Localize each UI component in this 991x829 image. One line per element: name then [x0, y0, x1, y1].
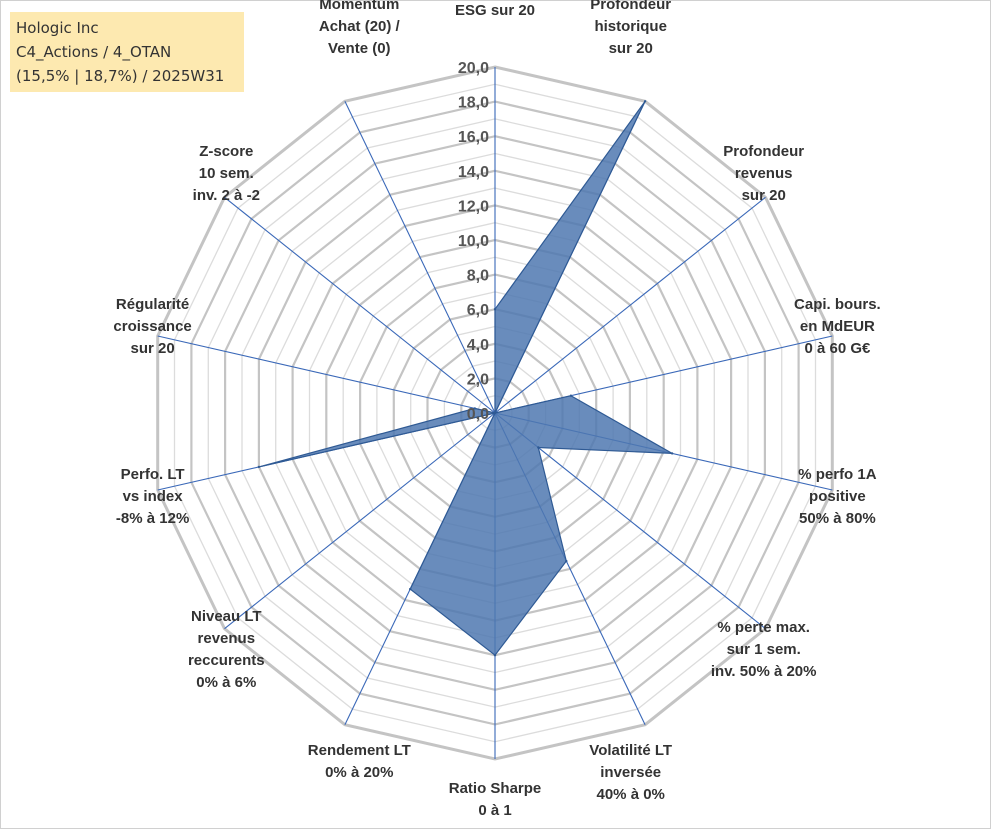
- category-label-line: 0 à 60 G€: [804, 340, 871, 357]
- radar-series: [257, 100, 674, 657]
- category-label: Profondeur historique sur 20: [590, 0, 671, 57]
- axis-spoke: [157, 335, 496, 414]
- category-label-line: 50% à 80%: [799, 510, 876, 527]
- tick-label: 0,0: [467, 406, 489, 423]
- category-label-line: Ratio Sharpe: [449, 780, 542, 797]
- category-label-line: revenus: [735, 165, 793, 182]
- category-label-line: positive: [809, 488, 866, 505]
- category-label-line: inv. 50% à 20%: [711, 663, 817, 680]
- data-point: [493, 308, 497, 311]
- category-label-line: en MdEUR: [800, 318, 875, 335]
- axis-spoke: [494, 412, 766, 630]
- category-label-line: 0 à 1: [478, 802, 511, 819]
- category-label-line: Profondeur: [590, 0, 671, 13]
- category-label-line: 0% à 6%: [196, 674, 256, 691]
- category-label-line: 0% à 20%: [325, 764, 393, 781]
- category-label-line: ESG sur 20: [455, 2, 535, 19]
- data-point: [537, 446, 540, 449]
- category-label: NoteESG sur 20: [455, 0, 535, 19]
- data-point: [473, 407, 476, 410]
- axis-spoke: [494, 196, 766, 414]
- category-label-line: reccurents: [188, 652, 265, 669]
- tick-label: 4,0: [467, 337, 489, 354]
- data-point: [493, 654, 497, 657]
- category-label-line: sur 1 sem.: [727, 641, 801, 658]
- tick-label: 2,0: [467, 371, 489, 388]
- category-label-line: inv. 2 à -2: [193, 187, 260, 204]
- category-label-line: Perfo. LT: [121, 466, 185, 483]
- category-label-line: 40% à 0%: [597, 786, 665, 803]
- category-label-line: sur 20: [609, 40, 653, 57]
- category-label-line: -8% à 12%: [116, 510, 189, 527]
- category-label: Rendement LT 0% à 20%: [308, 742, 411, 781]
- category-label-line: Profondeur: [723, 143, 804, 160]
- data-point: [409, 587, 412, 591]
- tick-label: 18,0: [458, 95, 489, 112]
- category-label: Ratio Sharpe 0 à 1: [449, 780, 542, 819]
- category-label-line: Niveau LT: [191, 608, 262, 625]
- axis-spoke: [224, 196, 496, 414]
- category-label-line: vs index: [123, 488, 184, 505]
- tick-label: 14,0: [458, 164, 489, 181]
- category-label-line: revenus: [198, 630, 256, 647]
- category-label-line: % perte max.: [717, 619, 810, 636]
- category-label-line: Z-score: [199, 143, 253, 160]
- series-area: [258, 100, 673, 657]
- tick-label: 16,0: [458, 129, 489, 146]
- category-label-line: 10 sem.: [199, 165, 254, 182]
- category-label-line: sur 20: [130, 340, 174, 357]
- category-label-line: % perfo 1A: [798, 466, 877, 483]
- category-label-line: Vente (0): [328, 40, 391, 57]
- tick-label: 20,0: [458, 60, 489, 77]
- category-label: Profondeur revenus sur 20: [723, 143, 804, 204]
- category-label-line: Achat (20) /: [319, 18, 401, 35]
- data-point: [257, 465, 261, 469]
- stats-label: (15,5% | 18,7%) / 2025W31: [16, 67, 225, 85]
- category-label-line: Volatilité LT: [589, 742, 672, 759]
- category-label: Volatilité LT inversée 40% à 0%: [589, 742, 672, 803]
- category-label: Régularité croissance sur 20: [113, 296, 191, 357]
- category-label-line: Capi. bours.: [794, 296, 881, 313]
- data-point: [565, 559, 568, 563]
- company-name: Hologic Inc: [16, 19, 99, 37]
- category-label: Perfo. LT vs index -8% à 12%: [116, 466, 189, 527]
- tick-label: 12,0: [458, 198, 489, 215]
- axis-spoke: [224, 412, 496, 630]
- category-label-line: Rendement LT: [308, 742, 411, 759]
- category-label-line: inversée: [600, 764, 661, 781]
- axis-spoke: [344, 101, 496, 414]
- tick-label: 6,0: [467, 302, 489, 319]
- category-label: Capi. bours. en MdEUR 0 à 60 G€: [794, 296, 881, 357]
- category-label-line: Momentum: [319, 0, 399, 13]
- data-point: [643, 100, 647, 103]
- portfolio-label: C4_Actions / 4_OTAN: [16, 43, 172, 61]
- category-label-line: historique: [594, 18, 667, 35]
- category-label: Niveau LT revenus reccurents 0% à 6%: [188, 608, 265, 691]
- data-point: [670, 452, 674, 455]
- data-point: [569, 394, 573, 397]
- category-labels: NoteESG sur 20 Profondeur historique sur 20…: [113, 0, 880, 819]
- tick-label: 10,0: [458, 233, 489, 250]
- tick-label: 8,0: [467, 268, 489, 285]
- category-label: % perfo 1A positive 50% à 80%: [798, 466, 877, 527]
- data-point: [493, 411, 497, 415]
- category-label-line: sur 20: [742, 187, 786, 204]
- info-box: Hologic Inc C4_Actions / 4_OTAN (15,5% |…: [10, 12, 244, 92]
- category-label-line: Régularité: [116, 296, 189, 313]
- category-label: % perte max. sur 1 sem. inv. 50% à 20%: [711, 619, 817, 680]
- category-label-line: croissance: [113, 318, 191, 335]
- category-label: Momentum Achat (20) / Vente (0): [319, 0, 401, 57]
- category-label: Z-score 10 sem. inv. 2 à -2: [193, 143, 260, 204]
- radial-tick-labels: 0,0 2,0 4,0 6,0 8,0 10,0 12,0 14,0 16,0 18,0 20,0: [458, 60, 489, 423]
